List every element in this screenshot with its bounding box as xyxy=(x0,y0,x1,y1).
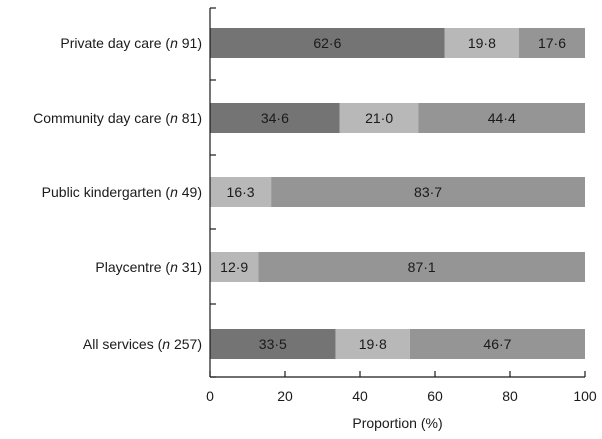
x-tick-label: 40 xyxy=(352,388,368,404)
bar-value-label: 17·6 xyxy=(538,35,566,51)
bar-value-label: 21·0 xyxy=(365,110,393,126)
bar-value-label: 34·6 xyxy=(261,110,289,126)
x-tick-label: 20 xyxy=(277,388,293,404)
bar-value-label: 19·8 xyxy=(359,336,387,352)
bar-value-label: 19·8 xyxy=(468,35,496,51)
bar-segment xyxy=(210,177,272,207)
bar-segment xyxy=(258,252,585,282)
x-axis-title: Proportion (%) xyxy=(352,415,442,431)
bar-segment xyxy=(418,103,585,133)
x-tick-label: 0 xyxy=(206,388,214,404)
bar-segment xyxy=(409,329,585,359)
bar-segment xyxy=(335,329,410,359)
bar-value-label: 46·7 xyxy=(483,336,511,352)
axes: 0 20 40 60 80 100 Proportion (%) xyxy=(206,7,597,431)
category-label: Public kindergarten (n 49) xyxy=(42,184,202,200)
bar-segment xyxy=(210,103,340,133)
bar-segment xyxy=(210,329,336,359)
bar-value-label: 83·7 xyxy=(414,184,442,200)
x-tick-label: 80 xyxy=(502,388,518,404)
x-tick-label: 60 xyxy=(427,388,443,404)
bar-value-label: 16·3 xyxy=(227,184,255,200)
bar-value-label: 12·9 xyxy=(220,259,248,275)
bar-value-label: 33·5 xyxy=(259,336,287,352)
category-label: Community day care (n 81) xyxy=(33,110,202,126)
bar-value-label: 87·1 xyxy=(408,259,436,275)
bar-segment xyxy=(444,28,519,58)
bar-value-label: 44·4 xyxy=(488,110,516,126)
bar-segment xyxy=(271,177,585,207)
bar-segment xyxy=(210,252,259,282)
bar-segment xyxy=(210,28,445,58)
bar-segment xyxy=(519,28,585,58)
category-label: All services (n 257) xyxy=(83,336,202,352)
bar-value-label: 62·6 xyxy=(313,35,341,51)
category-labels: Private day care (n 91) Community day car… xyxy=(33,35,202,352)
category-label: Playcentre (n 31) xyxy=(95,259,202,275)
x-tick-label: 100 xyxy=(573,388,597,404)
bars-layer: 62·6 19·8 17·6 34·6 21·0 44·4 16·3 83·7 12·9 87·1… xyxy=(210,28,585,359)
category-label: Private day care (n 91) xyxy=(60,35,202,51)
bar-segment xyxy=(339,103,419,133)
